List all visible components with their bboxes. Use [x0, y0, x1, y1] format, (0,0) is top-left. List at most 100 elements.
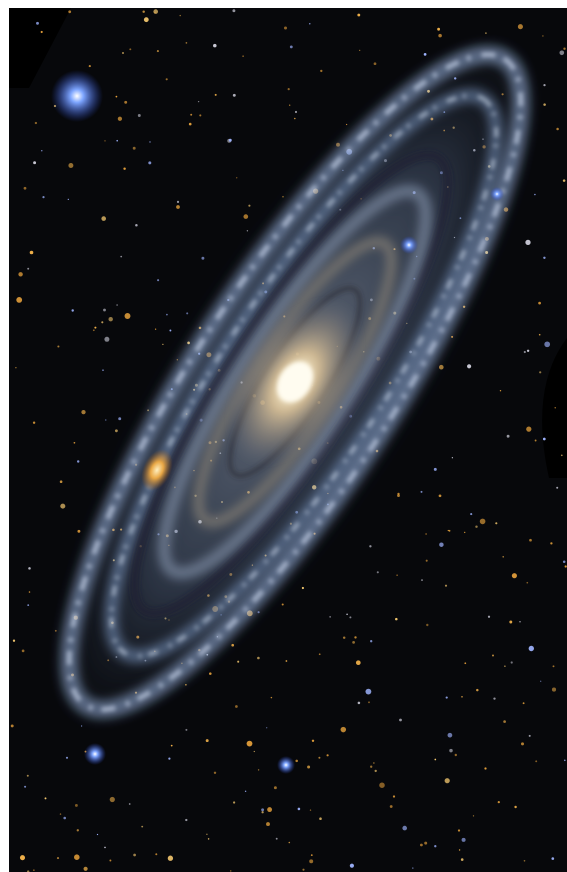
- background-star: [525, 239, 531, 246]
- background-star: [81, 409, 86, 415]
- background-star: [318, 756, 321, 759]
- background-star: [534, 193, 536, 196]
- background-star: [153, 9, 158, 14]
- background-star: [257, 656, 260, 660]
- background-star: [12, 639, 16, 642]
- background-star: [289, 104, 291, 106]
- background-star: [342, 636, 346, 639]
- background-star: [71, 309, 74, 312]
- background-star: [369, 545, 372, 548]
- background-star: [563, 47, 566, 50]
- background-star: [28, 567, 31, 570]
- background-star: [273, 786, 277, 790]
- background-star: [445, 696, 448, 699]
- background-star: [232, 801, 236, 804]
- background-star: [101, 216, 106, 221]
- background-star: [24, 785, 27, 788]
- background-star: [108, 316, 113, 322]
- background-star: [467, 364, 472, 369]
- background-star: [197, 100, 200, 103]
- background-star: [243, 214, 249, 219]
- background-star: [454, 753, 457, 757]
- background-star: [526, 581, 529, 584]
- background-star: [36, 21, 39, 25]
- background-star: [399, 718, 402, 722]
- background-star: [236, 177, 238, 179]
- background-star: [420, 490, 423, 493]
- background-star: [539, 371, 542, 374]
- background-star: [365, 688, 372, 695]
- satellite-galaxy: [141, 449, 173, 491]
- background-star: [154, 11, 156, 14]
- background-star: [487, 615, 491, 618]
- background-star: [185, 42, 188, 44]
- background-star: [503, 720, 506, 723]
- background-star: [270, 696, 273, 699]
- background-star: [309, 809, 312, 811]
- background-star: [340, 726, 347, 733]
- background-star: [73, 441, 76, 444]
- background-star: [542, 437, 546, 441]
- background-star: [345, 123, 348, 126]
- background-star: [523, 350, 526, 354]
- background-star: [523, 859, 526, 862]
- background-star: [287, 87, 290, 91]
- background-star: [285, 660, 288, 662]
- background-star: [205, 739, 209, 743]
- background-star: [23, 186, 27, 190]
- background-star: [266, 727, 268, 729]
- background-star: [123, 167, 126, 170]
- background-star: [349, 863, 354, 868]
- background-star: [560, 454, 563, 457]
- background-star: [128, 803, 131, 805]
- background-star: [309, 859, 314, 864]
- blue-star: [84, 743, 106, 765]
- background-star: [301, 586, 304, 590]
- background-star: [94, 326, 97, 329]
- background-star: [77, 529, 81, 533]
- background-star: [461, 837, 466, 842]
- background-star: [68, 10, 72, 14]
- background-star: [19, 855, 26, 861]
- background-star: [104, 846, 106, 849]
- background-star: [76, 829, 79, 832]
- background-star: [294, 117, 296, 120]
- background-star: [412, 867, 414, 869]
- background-star: [544, 341, 551, 348]
- background-star: [302, 868, 305, 871]
- background-star: [376, 571, 379, 574]
- background-star: [514, 805, 517, 809]
- background-star: [185, 728, 188, 731]
- background-star: [509, 620, 513, 624]
- background-star: [425, 559, 428, 562]
- background-star: [506, 434, 510, 438]
- background-star: [379, 782, 385, 788]
- background-star: [282, 195, 284, 198]
- background-star: [232, 93, 236, 97]
- galaxy: [50, 32, 540, 732]
- background-star: [349, 616, 352, 619]
- background-star: [228, 138, 232, 142]
- background-star: [27, 267, 30, 270]
- background-star: [311, 739, 315, 743]
- background-star: [543, 256, 546, 260]
- background-star: [448, 529, 451, 532]
- background-star: [21, 649, 25, 653]
- background-star: [396, 574, 398, 576]
- background-star: [346, 613, 348, 616]
- background-star: [542, 35, 544, 37]
- background-star: [267, 807, 273, 813]
- background-star: [176, 205, 180, 209]
- background-star: [26, 774, 29, 777]
- background-star: [214, 93, 217, 96]
- background-star: [484, 767, 487, 770]
- background-star: [18, 272, 23, 277]
- background-star: [27, 604, 30, 606]
- blue-star: [490, 187, 504, 201]
- background-star: [320, 69, 323, 73]
- background-star: [424, 841, 428, 845]
- background-star: [59, 813, 62, 815]
- background-star: [526, 426, 532, 432]
- background-star: [526, 349, 530, 353]
